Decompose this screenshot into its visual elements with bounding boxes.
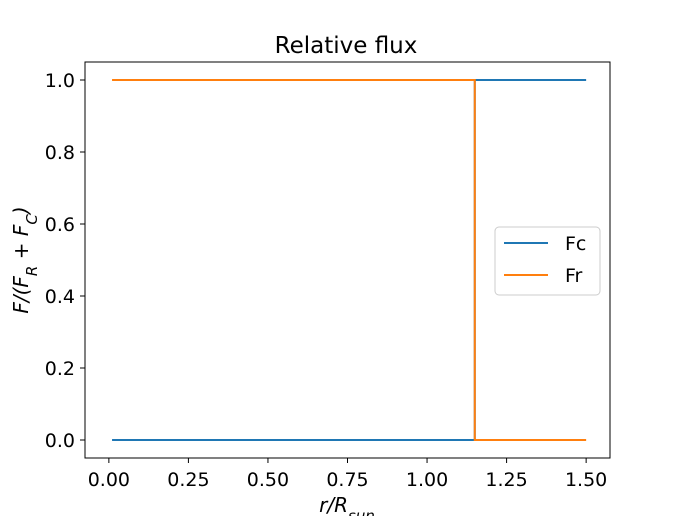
x-tick-label: 0.25 xyxy=(167,469,209,491)
x-tick-label: 0.50 xyxy=(247,469,289,491)
legend-label-fr: Fr xyxy=(565,265,583,287)
x-tick-label: 1.50 xyxy=(565,469,607,491)
y-tick-label: 0.2 xyxy=(45,358,75,380)
legend: Fc Fr xyxy=(494,226,601,296)
x-tick-label: 1.00 xyxy=(406,469,448,491)
series-layer xyxy=(112,79,587,441)
y-tick-label: 0.0 xyxy=(45,430,75,452)
y-tick-label: 0.4 xyxy=(45,286,75,308)
x-tick-label: 1.25 xyxy=(485,469,527,491)
x-tick-label: 0.75 xyxy=(326,469,368,491)
x-axis-ticks: 0.00 0.25 0.50 0.75 1.00 1.25 1.50 xyxy=(88,458,607,491)
y-tick-label: 0.6 xyxy=(45,214,75,236)
series-line-fr xyxy=(112,79,587,441)
chart-title: Relative flux xyxy=(275,33,418,59)
y-tick-label: 0.8 xyxy=(45,142,75,164)
legend-label-fc: Fc xyxy=(565,233,586,255)
x-tick-label: 0.00 xyxy=(88,469,130,491)
y-axis-ticks: 0.0 0.2 0.4 0.6 0.8 1.0 xyxy=(45,70,85,452)
y-tick-label: 1.0 xyxy=(45,70,75,92)
